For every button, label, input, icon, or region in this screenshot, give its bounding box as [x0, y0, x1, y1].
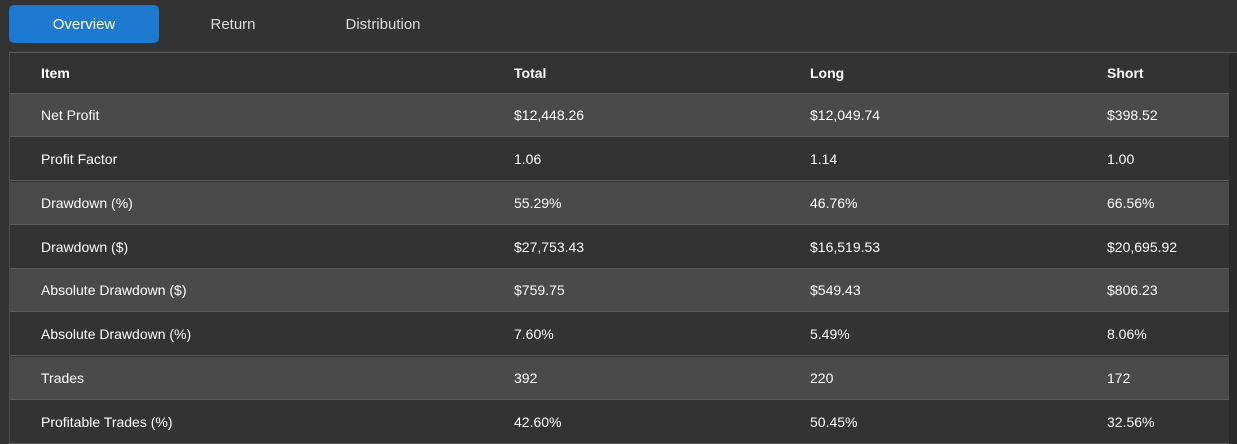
row-label: Absolute Drawdown ($): [41, 282, 187, 298]
column-header-total[interactable]: Total: [514, 65, 547, 81]
short-value: 66.56%: [1107, 195, 1155, 211]
long-value: 50.45%: [810, 414, 858, 430]
total-value: 55.29%: [514, 195, 562, 211]
row-label: Absolute Drawdown (%): [41, 326, 192, 342]
total-value: 42.60%: [514, 414, 562, 430]
table-row[interactable]: Trades 392 220 172: [10, 357, 1229, 400]
total-value: 392: [514, 370, 538, 386]
row-label: Profit Factor: [41, 151, 118, 167]
row-label: Drawdown (%): [41, 195, 133, 211]
table-row[interactable]: Drawdown (%) 55.29% 46.76% 66.56%: [10, 182, 1229, 225]
total-value: 1.06: [514, 151, 542, 167]
vertical-scrollbar[interactable]: [1229, 53, 1237, 444]
table-row[interactable]: Net Profit $12,448.26 $12,049.74 $398.52: [10, 94, 1229, 137]
tab-distribution[interactable]: Distribution: [345, 15, 421, 33]
total-value: 7.60%: [514, 326, 554, 342]
column-header-short[interactable]: Short: [1107, 65, 1144, 81]
short-value: $20,695.92: [1107, 239, 1178, 255]
table-row[interactable]: Profit Factor 1.06 1.14 1.00: [10, 138, 1229, 181]
stats-table: Item Total Long Short Net Profit $12,448…: [9, 53, 1237, 444]
long-value: $12,049.74: [810, 107, 881, 123]
table-row[interactable]: Drawdown ($) $27,753.43 $16,519.53 $20,6…: [10, 226, 1229, 269]
tab-bar: Overview Return Distribution: [0, 0, 1237, 51]
column-header-long[interactable]: Long: [810, 65, 845, 81]
long-value: $16,519.53: [810, 239, 881, 255]
total-value: $759.75: [514, 282, 565, 298]
short-value: 32.56%: [1107, 414, 1155, 430]
column-header-item[interactable]: Item: [41, 65, 70, 81]
short-value: 1.00: [1107, 151, 1135, 167]
tab-return[interactable]: Return: [210, 15, 256, 33]
long-value: 46.76%: [810, 195, 858, 211]
long-value: $549.43: [810, 282, 861, 298]
table-header: Item Total Long Short: [10, 53, 1229, 94]
row-label: Net Profit: [41, 107, 100, 123]
long-value: 5.49%: [810, 326, 850, 342]
short-value: 172: [1107, 370, 1131, 386]
table-row[interactable]: Absolute Drawdown ($) $759.75 $549.43 $8…: [10, 269, 1229, 312]
row-label: Trades: [41, 370, 85, 386]
row-label: Profitable Trades (%): [41, 414, 173, 430]
table-row[interactable]: Absolute Drawdown (%) 7.60% 5.49% 8.06%: [10, 313, 1229, 356]
tab-divider: [9, 52, 1237, 53]
long-value: 220: [810, 370, 834, 386]
short-value: $806.23: [1107, 282, 1158, 298]
total-value: $27,753.43: [514, 239, 585, 255]
total-value: $12,448.26: [514, 107, 585, 123]
tab-overview[interactable]: Overview: [9, 5, 159, 43]
long-value: 1.14: [810, 151, 838, 167]
table-row[interactable]: Profitable Trades (%) 42.60% 50.45% 32.5…: [10, 401, 1229, 444]
row-label: Drawdown ($): [41, 239, 129, 255]
short-value: 8.06%: [1107, 326, 1147, 342]
short-value: $398.52: [1107, 107, 1158, 123]
